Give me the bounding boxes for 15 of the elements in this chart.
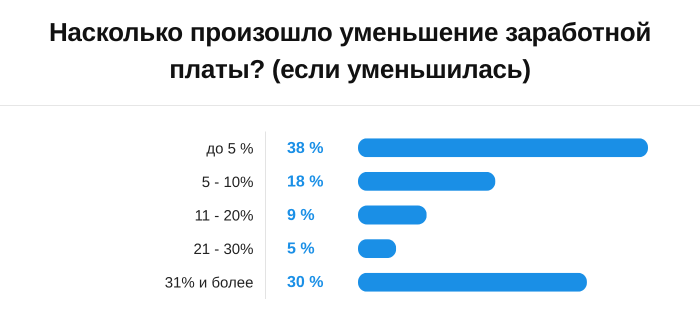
chart-title: Насколько произошло уменьшение заработной платы? (если уменьшилась) xyxy=(48,16,652,86)
data-label: 30 % xyxy=(287,274,324,292)
data-label: 5 % xyxy=(287,240,315,258)
y-tick-label: до 5 % xyxy=(206,140,254,158)
y-tick-label: 21 - 30% xyxy=(193,241,254,258)
y-tick-label: 11 - 20% xyxy=(194,208,254,224)
bar xyxy=(358,138,648,158)
y-tick-label: 31% и более xyxy=(164,274,254,292)
data-label: 18 % xyxy=(287,173,324,190)
y-tick-label: 5 - 10% xyxy=(202,174,254,191)
data-label: 38 % xyxy=(287,140,324,157)
bar xyxy=(358,272,587,292)
bar xyxy=(358,206,427,224)
data-label: 9 % xyxy=(287,207,315,224)
bar xyxy=(358,172,496,191)
